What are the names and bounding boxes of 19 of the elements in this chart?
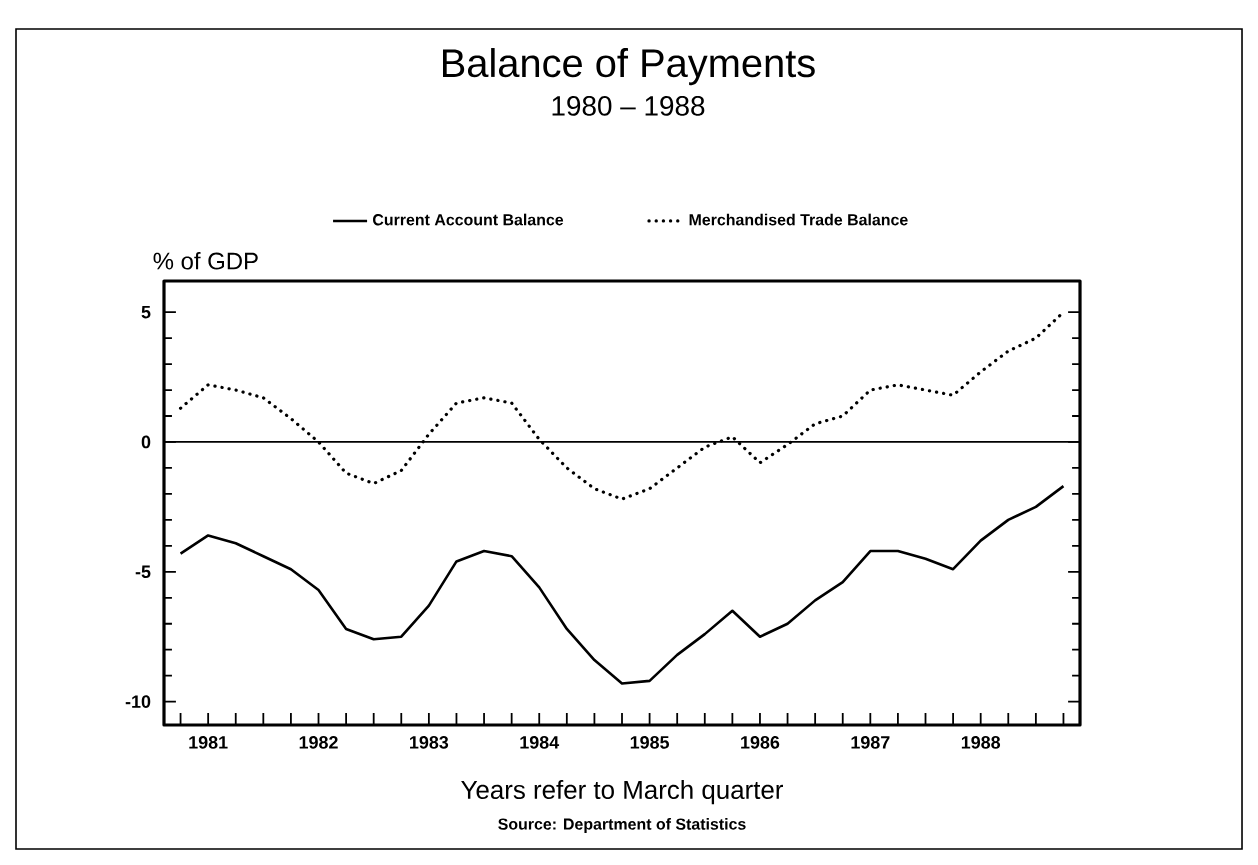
x-tick-label: 1982: [299, 736, 338, 749]
source-note: Source: Department of Statistics: [498, 818, 746, 833]
x-tick-label: 1988: [961, 736, 1001, 749]
y-tick-label: 0: [141, 435, 151, 449]
x-tick-label: 1983: [410, 736, 449, 749]
x-tick-label: 1987: [851, 736, 890, 749]
legend-label: Merchandised Trade Balance: [689, 213, 908, 226]
chart-title: Balance of Payments: [443, 48, 815, 86]
legend-label: Current Account Balance: [373, 213, 564, 226]
chart-subtitle: 1980 – 1988: [552, 96, 705, 116]
x-tick-label: 1984: [520, 736, 560, 749]
x-tick-label: 1981: [189, 736, 228, 749]
y-tick-label: 5: [141, 305, 151, 319]
y-tick-label: -10: [125, 695, 151, 708]
x-tick-label: 1985: [630, 736, 670, 749]
x-tick-label: 1986: [741, 736, 780, 749]
x-axis-title: Years refer to March quarter: [461, 780, 784, 805]
y-axis-title: % of GDP: [153, 251, 258, 270]
y-tick-label: -5: [135, 565, 151, 579]
